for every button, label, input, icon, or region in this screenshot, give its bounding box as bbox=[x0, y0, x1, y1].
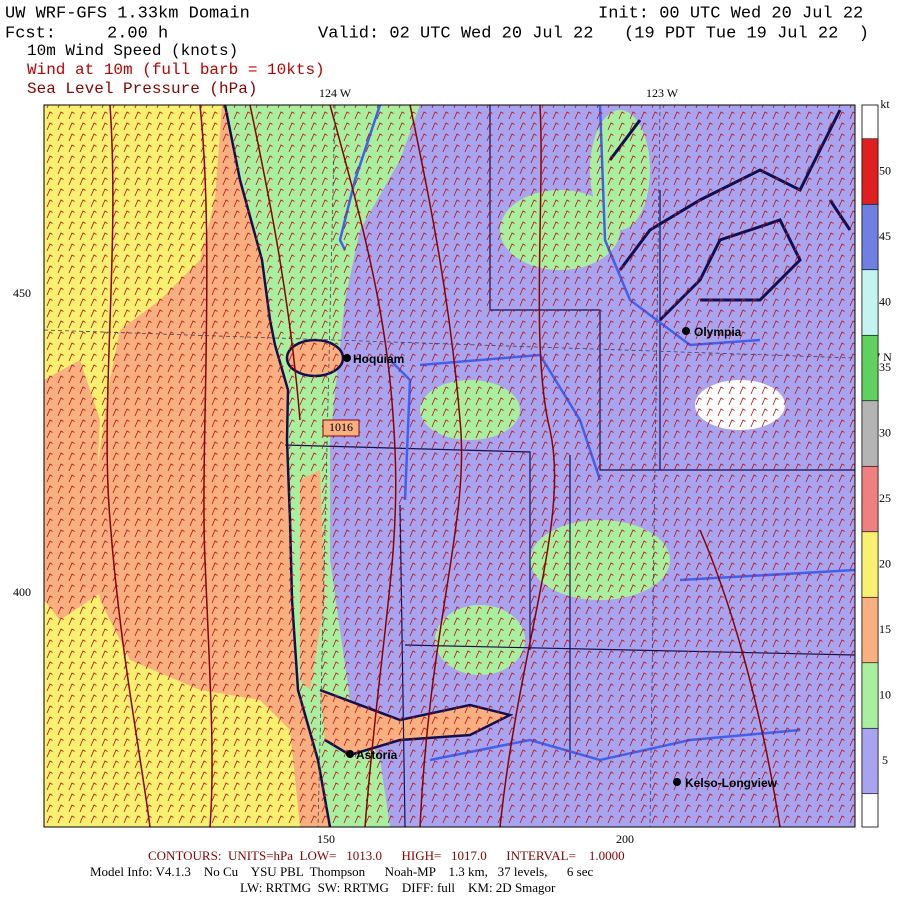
colorbar-segment bbox=[861, 531, 879, 598]
init-time: Init: 00 UTC Wed 20 Jul 22 bbox=[598, 4, 863, 23]
colorbar-label: 20 bbox=[879, 556, 891, 570]
model-info: Model Info: V4.1.3 No Cu YSU PBL Thompso… bbox=[90, 864, 593, 879]
colorbar-label: 45 bbox=[879, 229, 891, 243]
contour-label-box bbox=[322, 419, 360, 437]
city-label: Hoquiam bbox=[353, 352, 404, 366]
city-marker bbox=[346, 750, 354, 758]
city-label: Olympia bbox=[694, 325, 742, 339]
contour-label: 1016 bbox=[329, 420, 353, 434]
physics-info: LW: RRTMG SW: RRTMG DIFF: full KM: 2D Sm… bbox=[240, 880, 556, 895]
colorbar-label: 10 bbox=[879, 687, 891, 701]
city-marker bbox=[343, 354, 351, 362]
map bbox=[44, 105, 855, 827]
x-label: 150 bbox=[317, 832, 335, 846]
contour-info: CONTOURS: UNITS=hPa LOW= 1013.0 HIGH= 10… bbox=[148, 848, 625, 863]
y-label: 450 bbox=[13, 286, 31, 300]
city-label: Astoria bbox=[356, 748, 398, 762]
forecast-hour: Fcst: 2.00 h bbox=[5, 24, 168, 43]
colorbar-label: 25 bbox=[879, 491, 891, 505]
colorbar-unit: kt bbox=[880, 97, 890, 111]
city-label: Kelso-Longview bbox=[685, 776, 778, 790]
city-marker bbox=[673, 778, 681, 786]
lon-label: 123 W bbox=[646, 86, 679, 100]
lon-label: 124 W bbox=[319, 86, 352, 100]
valid-time: Valid: 02 UTC Wed 20 Jul 22 (19 PDT Tue … bbox=[318, 24, 869, 43]
field-label: Wind at 10m (full barb = 10kts) bbox=[27, 61, 325, 79]
colorbar-segment bbox=[861, 400, 879, 467]
x-label: 200 bbox=[616, 832, 634, 846]
wind-barbs bbox=[44, 105, 855, 827]
colorbar-label: 15 bbox=[879, 622, 891, 636]
map-frame bbox=[43, 104, 856, 828]
colorbar-segment bbox=[861, 662, 879, 729]
field-label: Sea Level Pressure (hPa) bbox=[27, 80, 257, 98]
city-marker bbox=[682, 327, 690, 335]
y-label: 400 bbox=[13, 585, 31, 599]
colorbar-segment bbox=[861, 203, 879, 271]
colorbar-label: 30 bbox=[879, 425, 891, 439]
colorbar-label: 5 bbox=[882, 753, 888, 767]
graticule bbox=[44, 105, 855, 827]
colorbar-label: 50 bbox=[879, 163, 891, 177]
colorbar-label: 35 bbox=[879, 360, 891, 374]
colorbar-segment bbox=[861, 138, 879, 205]
colorbar-segment bbox=[861, 269, 879, 336]
title: UW WRF-GFS 1.33km Domain bbox=[5, 4, 250, 23]
field-label: 10m Wind Speed (knots) bbox=[27, 42, 238, 60]
colorbar-segment bbox=[861, 334, 879, 402]
colorbar-label: 40 bbox=[879, 294, 891, 308]
colorbar-segment bbox=[861, 727, 879, 795]
colorbar-segment bbox=[861, 465, 879, 533]
colorbar: kt 5 10 15 20 25 30 35 40 45 50 bbox=[861, 97, 891, 828]
pressure-contours bbox=[106, 105, 781, 827]
colorbar-segment bbox=[861, 596, 879, 664]
